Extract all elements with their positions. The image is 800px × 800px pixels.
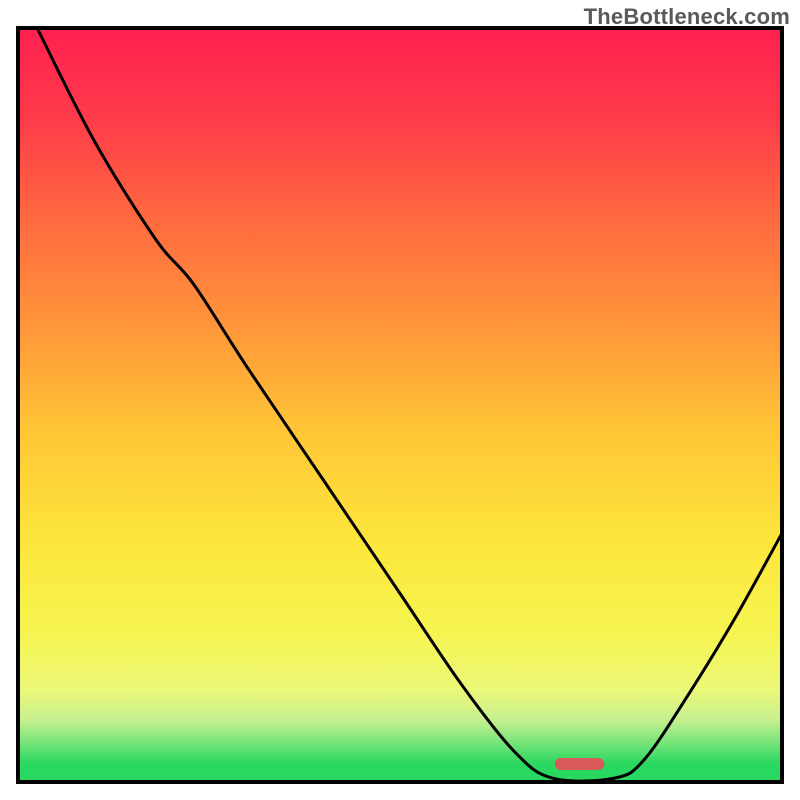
optimum-marker xyxy=(555,758,605,770)
bottleneck-chart xyxy=(0,0,800,800)
watermark-text: TheBottleneck.com xyxy=(584,4,790,30)
chart-svg xyxy=(0,0,800,800)
